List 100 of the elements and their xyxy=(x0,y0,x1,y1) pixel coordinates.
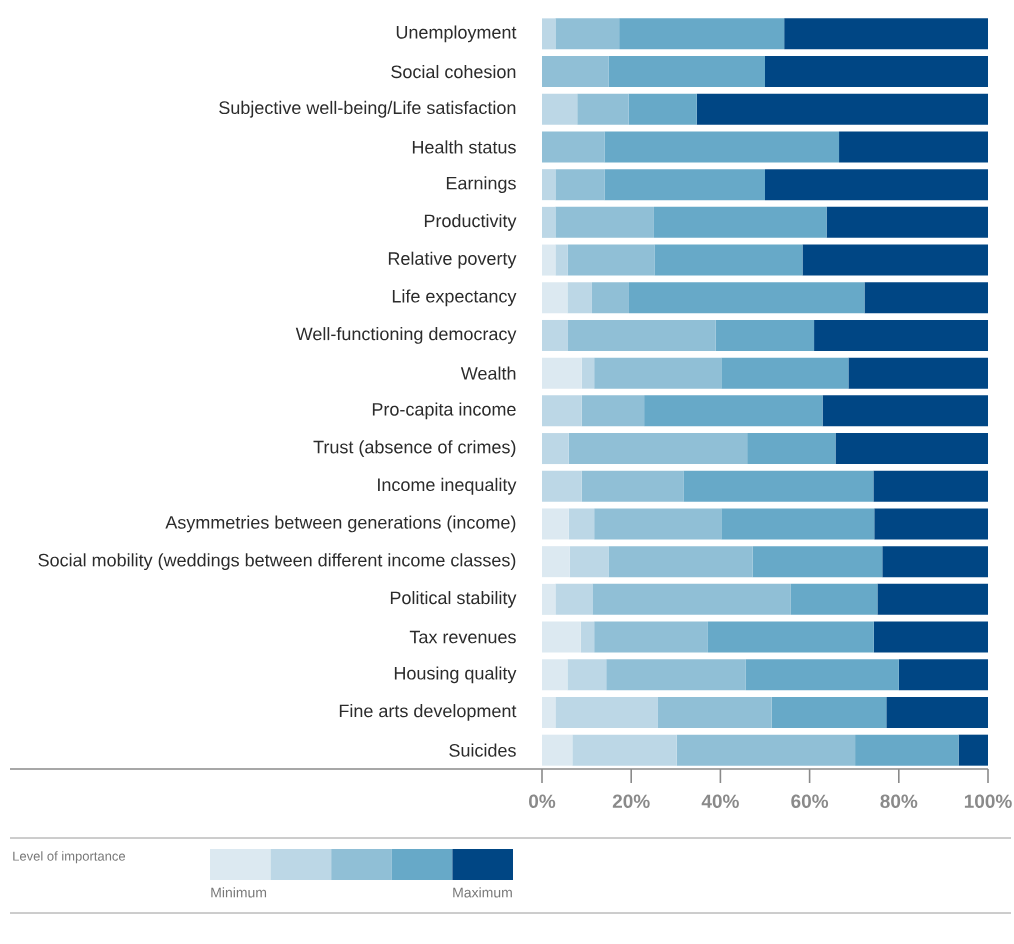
bar xyxy=(696,93,988,125)
bar xyxy=(581,357,595,389)
bar xyxy=(653,206,827,238)
bar xyxy=(604,131,840,163)
bar xyxy=(542,93,578,125)
bar xyxy=(542,470,582,502)
y-tick-label: Health status xyxy=(412,140,516,154)
y-tick-label: Suicides xyxy=(449,743,516,757)
bar xyxy=(555,583,593,615)
bar xyxy=(822,395,988,427)
y-tick-label: Pro-capita income xyxy=(372,402,516,420)
y-tick-label: Fine arts development xyxy=(339,704,517,721)
bar xyxy=(555,696,658,728)
bar xyxy=(594,357,722,389)
legend-label: Maximum xyxy=(453,887,512,898)
bar xyxy=(568,433,748,465)
bar xyxy=(542,18,556,50)
bar xyxy=(591,282,629,314)
bar xyxy=(802,244,988,276)
y-tick-label: Social mobility (weddings between different income classes) xyxy=(38,553,516,571)
bar xyxy=(721,508,875,540)
bar xyxy=(864,282,988,314)
y-tick-label: Life expectancy xyxy=(392,289,517,307)
x-tick-label: 20% xyxy=(612,794,650,808)
bar xyxy=(542,244,556,276)
bar xyxy=(542,659,568,691)
bar xyxy=(592,583,791,615)
bar xyxy=(542,56,609,88)
y-tick-label: Political stability xyxy=(390,590,517,608)
x-tick-label: 60% xyxy=(791,794,829,808)
bar xyxy=(765,169,988,201)
bar xyxy=(873,621,988,653)
bar xyxy=(683,470,874,502)
bar xyxy=(542,546,570,578)
legend-title: Level of importance xyxy=(13,851,126,864)
bar xyxy=(654,244,803,276)
x-tick-label: 100% xyxy=(964,794,1012,808)
bar xyxy=(572,734,677,766)
y-tick-label: Earnings xyxy=(446,176,516,194)
x-tick-label: 40% xyxy=(701,794,739,808)
bar xyxy=(784,18,988,50)
bar xyxy=(542,433,569,465)
bar xyxy=(569,546,609,578)
bar xyxy=(882,546,988,578)
bar xyxy=(839,131,988,163)
bar xyxy=(886,696,988,728)
bar xyxy=(604,169,765,201)
y-tick-label: Relative poverty xyxy=(388,251,517,269)
legend-label: Minimum xyxy=(211,887,267,898)
bar xyxy=(771,696,887,728)
bar xyxy=(898,659,988,691)
bar xyxy=(542,621,581,653)
bar xyxy=(542,734,573,766)
bar xyxy=(555,206,654,238)
bar xyxy=(567,282,592,314)
y-tick-label: Subjective well-being/Life satisfaction xyxy=(219,100,516,118)
bar xyxy=(608,56,765,88)
y-tick-label: Productivity xyxy=(424,213,517,231)
y-tick-label: Trust (absence of crimes) xyxy=(313,440,516,457)
bar xyxy=(747,433,836,465)
bar xyxy=(644,395,823,427)
bar xyxy=(581,395,645,427)
bar xyxy=(765,56,988,88)
bar xyxy=(577,93,629,125)
bar xyxy=(628,93,697,125)
bar xyxy=(542,319,568,351)
bar xyxy=(657,696,772,728)
bar xyxy=(567,659,607,691)
bar xyxy=(790,583,878,615)
bar xyxy=(542,206,556,238)
bar xyxy=(752,546,883,578)
bar xyxy=(835,433,988,465)
bar xyxy=(715,319,815,351)
y-tick-label: Asymmetries between generations (income) xyxy=(165,515,516,533)
bar xyxy=(542,583,556,615)
bar xyxy=(555,18,620,50)
bar xyxy=(707,621,874,653)
bar xyxy=(555,244,568,276)
bar xyxy=(594,621,708,653)
y-tick-label: Housing quality xyxy=(394,666,517,684)
bar xyxy=(542,169,556,201)
bar xyxy=(542,282,568,314)
bar xyxy=(873,470,988,502)
bar xyxy=(555,169,605,201)
bar xyxy=(628,282,865,314)
bar xyxy=(958,734,988,766)
y-tick-label: Wealth xyxy=(460,366,516,380)
bar xyxy=(608,546,753,578)
bar xyxy=(581,470,684,502)
x-tick-label: 80% xyxy=(880,794,918,808)
bar xyxy=(542,357,582,389)
bar xyxy=(855,734,959,766)
bar xyxy=(568,508,595,540)
x-tick-label: 0% xyxy=(529,794,556,808)
bar xyxy=(567,319,716,351)
bar xyxy=(542,508,569,540)
bar xyxy=(594,508,722,540)
bar xyxy=(542,131,605,163)
bar xyxy=(606,659,746,691)
bar xyxy=(542,395,582,427)
